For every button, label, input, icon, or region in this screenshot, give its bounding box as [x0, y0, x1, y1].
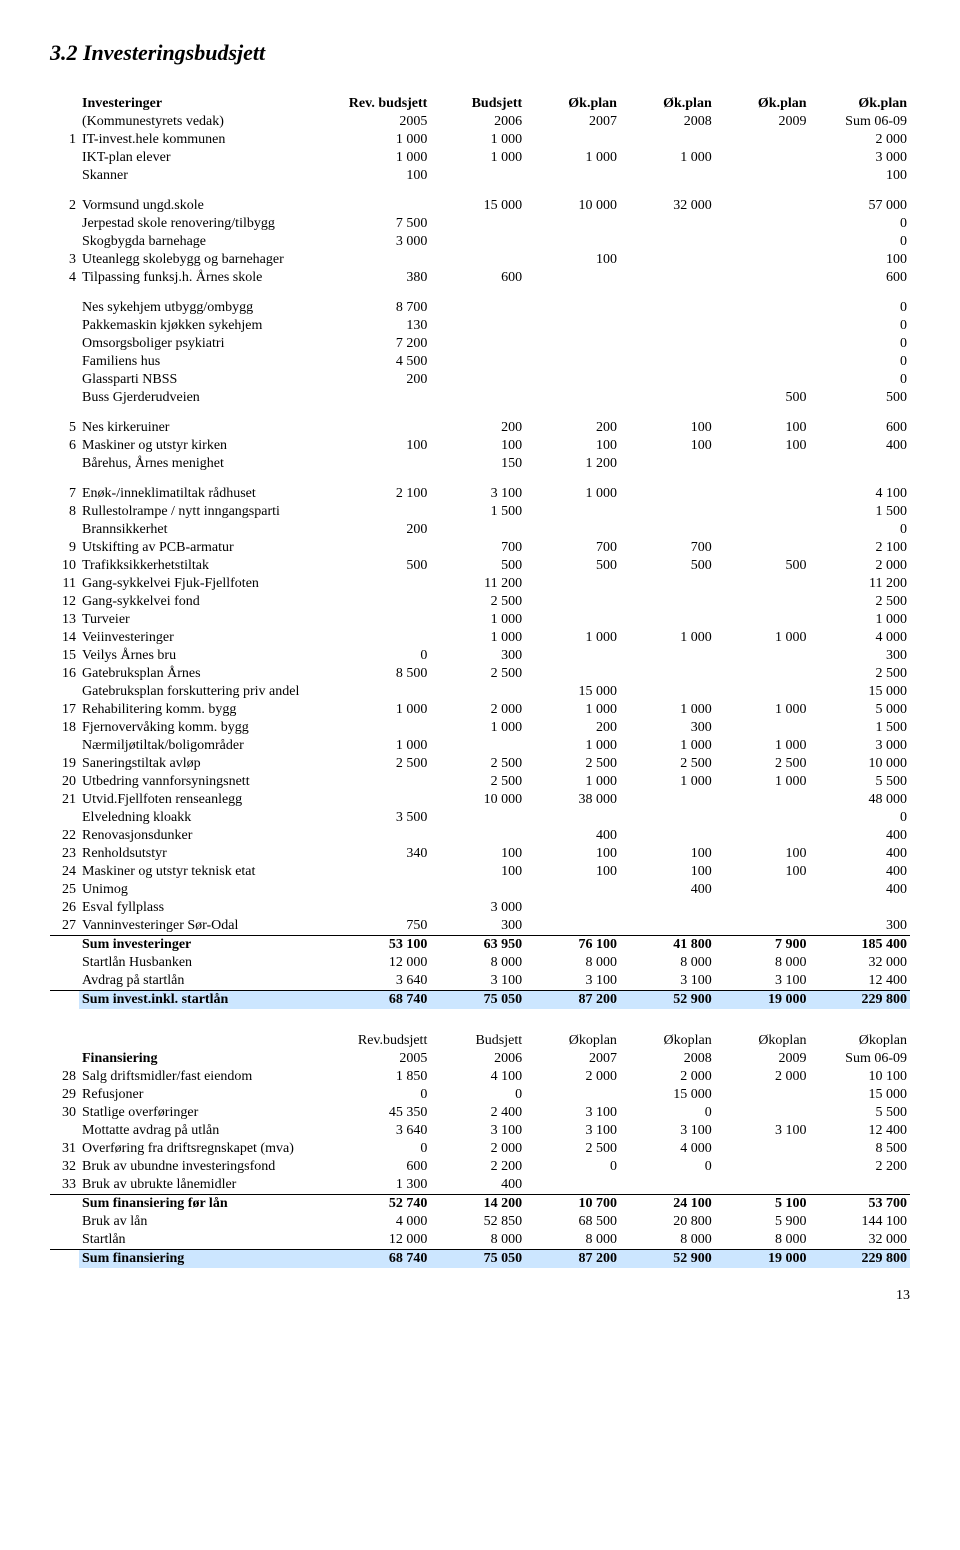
table-row: 3Uteanlegg skolebygg og barnehager100100 — [50, 251, 910, 269]
table-row: 33Bruk av ubrukte lånemidler1 300400 — [50, 1176, 910, 1195]
table-row: 28Salg driftsmidler/fast eiendom1 8504 1… — [50, 1068, 910, 1086]
table-row: Jerpestad skole renovering/tilbygg7 5000 — [50, 215, 910, 233]
table-row: Skanner100100 — [50, 167, 910, 185]
table-row: Nærmiljøtiltak/boligområder1 0001 0001 0… — [50, 737, 910, 755]
table-row: Nes sykehjem utbygg/ombygg8 7000 — [50, 299, 910, 317]
table-row: 8Rullestolrampe / nytt inngangsparti1 50… — [50, 503, 910, 521]
table-row: 23Renholdsutstyr340100100100100400 — [50, 845, 910, 863]
table-row: Startlån Husbanken12 0008 0008 0008 0008… — [50, 954, 910, 972]
investment-table: InvesteringerRev. budsjettBudsjettØk.pla… — [50, 86, 910, 1009]
table-row: 12Gang-sykkelvei fond2 5002 500 — [50, 593, 910, 611]
financing-table: Rev.budsjettBudsjettØkoplanØkoplanØkopla… — [50, 1027, 910, 1268]
table-row: 14Veiinvesteringer1 0001 0001 0001 0004 … — [50, 629, 910, 647]
table-row: 25Unimog400400 — [50, 881, 910, 899]
table-row: Omsorgsboliger psykiatri7 2000 — [50, 335, 910, 353]
table-row: Gatebruksplan forskuttering priv andel15… — [50, 683, 910, 701]
table-row: 22Renovasjonsdunker400400 — [50, 827, 910, 845]
table-row: 11Gang-sykkelvei Fjuk-Fjellfoten11 20011… — [50, 575, 910, 593]
table-row: Avdrag på startlån3 6403 1003 1003 1003 … — [50, 972, 910, 991]
table-row: 21Utvid.Fjellfoten renseanlegg10 00038 0… — [50, 791, 910, 809]
table-row: Glassparti NBSS2000 — [50, 371, 910, 389]
table-row: 4Tilpassing funksj.h. Årnes skole3806006… — [50, 269, 910, 287]
table-row: 31Overføring fra driftsregnskapet (mva)0… — [50, 1140, 910, 1158]
table-row: Mottatte avdrag på utlån3 6403 1003 1003… — [50, 1122, 910, 1140]
table-row: Elveledning kloakk3 5000 — [50, 809, 910, 827]
table-row: 18Fjernovervåking komm. bygg1 0002003001… — [50, 719, 910, 737]
table-row: 10Trafikksikkerhetstiltak500500500500500… — [50, 557, 910, 575]
table-row: 30Statlige overføringer45 3502 4003 1000… — [50, 1104, 910, 1122]
table-row: Skogbygda barnehage3 0000 — [50, 233, 910, 251]
table-row: Bruk av lån4 00052 85068 50020 8005 9001… — [50, 1213, 910, 1231]
table-row: 32Bruk av ubundne investeringsfond6002 2… — [50, 1158, 910, 1176]
table-row: 15Veilys Årnes bru0300300 — [50, 647, 910, 665]
table-row: Sum investeringer53 10063 95076 10041 80… — [50, 936, 910, 955]
table-row: Bårehus, Årnes menighet1501 200 — [50, 455, 910, 473]
table-row: 17Rehabilitering komm. bygg1 0002 0001 0… — [50, 701, 910, 719]
table-row: IKT-plan elever1 0001 0001 0001 0003 000 — [50, 149, 910, 167]
page-number: 13 — [50, 1288, 910, 1304]
table-row: Familiens hus4 5000 — [50, 353, 910, 371]
table-row: Buss Gjerderudveien500500 — [50, 389, 910, 407]
table-row: 13Turveier1 0001 000 — [50, 611, 910, 629]
table-row: 6Maskiner og utstyr kirken10010010010010… — [50, 437, 910, 455]
table-row: 2Vormsund ungd.skole15 00010 00032 00057… — [50, 197, 910, 215]
table-row: 7Enøk-/inneklimatiltak rådhuset2 1003 10… — [50, 485, 910, 503]
page-title: 3.2 Investeringsbudsjett — [50, 40, 910, 66]
table-row: 24Maskiner og utstyr teknisk etat1001001… — [50, 863, 910, 881]
table-row: 29Refusjoner0015 00015 000 — [50, 1086, 910, 1104]
table-row: Sum finansiering68 74075 05087 20052 900… — [50, 1250, 910, 1269]
table-row: 20Utbedring vannforsyningsnett2 5001 000… — [50, 773, 910, 791]
table-row: 9Utskifting av PCB-armatur7007007002 100 — [50, 539, 910, 557]
table-row: 16Gatebruksplan Årnes8 5002 5002 500 — [50, 665, 910, 683]
table-row: 26Esval fyllplass3 000 — [50, 899, 910, 917]
table-row: 1IT-invest.hele kommunen1 0001 0002 000 — [50, 131, 910, 149]
table-row: Pakkemaskin kjøkken sykehjem1300 — [50, 317, 910, 335]
table-row: 27Vanninvesteringer Sør-Odal750300300 — [50, 917, 910, 936]
table-row: Startlån12 0008 0008 0008 0008 00032 000 — [50, 1231, 910, 1250]
table-row: Sum finansiering før lån52 74014 20010 7… — [50, 1195, 910, 1214]
table-row: Brannsikkerhet2000 — [50, 521, 910, 539]
table-row: 19Saneringstiltak avløp2 5002 5002 5002 … — [50, 755, 910, 773]
table-row: 5Nes kirkeruiner200200100100600 — [50, 419, 910, 437]
table-row: Sum invest.inkl. startlån68 74075 05087 … — [50, 991, 910, 1010]
